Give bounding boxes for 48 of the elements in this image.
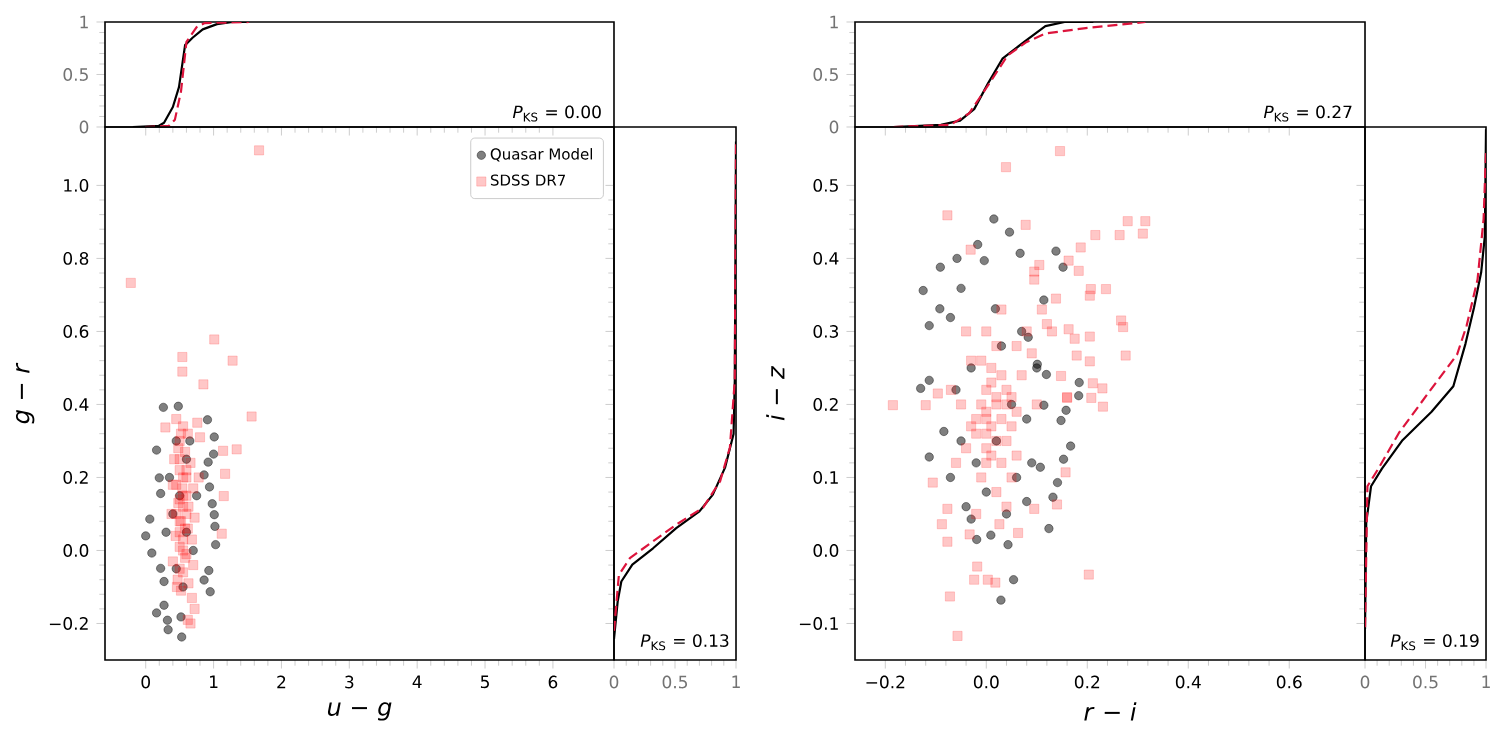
x-tick-label: 0.4	[1175, 675, 1201, 689]
y-tick-label: 0	[829, 120, 839, 134]
annotation: P$_{KS}$ = 0.19	[1390, 634, 1479, 651]
x-tick-label: 0.0	[973, 675, 999, 689]
y-tick-label: 0.2	[63, 471, 88, 484]
y-tick-label: 0.5	[813, 178, 838, 192]
x-tick-label: 0.2	[1074, 675, 1100, 689]
y-axis-title: i − z	[766, 365, 785, 421]
y-tick-label: −0.2	[49, 617, 88, 630]
x-tick-label: 1	[1482, 675, 1490, 688]
y-axis-title: g − r	[15, 362, 35, 424]
x-tick-label: 0	[1360, 675, 1370, 689]
legend-label: SDSS DR7	[490, 174, 566, 186]
y-tick-label: 1.0	[64, 178, 89, 192]
x-axis-title: r − i	[1084, 702, 1137, 721]
x-tick-label: 0.6	[1276, 675, 1302, 689]
y-tick-label: 0.0	[813, 544, 839, 557]
x-tick-label: 1	[210, 675, 218, 688]
y-tick-label: 0.0	[63, 544, 89, 557]
x-tick-label: 0	[141, 675, 150, 689]
y-tick-label: 0.5	[813, 68, 838, 81]
x-tick-label: 1	[732, 675, 740, 688]
y-tick-label: 0.4	[813, 252, 839, 265]
legend-label: Quasar Model	[490, 148, 592, 162]
x-tick-label: 0.5	[662, 675, 688, 689]
y-tick-label: 0.5	[63, 68, 88, 81]
x-tick-label: 4	[412, 675, 422, 688]
y-tick-label: 0.3	[813, 325, 839, 338]
x-tick-label: 6	[548, 675, 558, 689]
x-tick-label: 0.5	[1413, 675, 1438, 689]
x-tick-label: −0.2	[866, 675, 905, 689]
x-tick-label: 3	[345, 675, 354, 689]
y-tick-label: 0.4	[63, 398, 89, 411]
annotation: P$_{KS}$ = 0.00	[512, 105, 601, 122]
y-tick-label: −0.1	[799, 617, 838, 630]
y-tick-label: 0.8	[63, 252, 89, 265]
y-tick-label: 1	[80, 15, 88, 29]
y-tick-label: 0.6	[63, 325, 89, 338]
annotation: P$_{KS}$ = 0.13	[640, 634, 729, 651]
x-tick-label: 0	[609, 675, 619, 689]
y-tick-label: 0.1	[813, 471, 838, 484]
x-axis-title: u − g	[327, 702, 392, 721]
y-tick-label: 0.2	[813, 398, 838, 411]
x-tick-label: 2	[277, 675, 286, 689]
y-tick-label: 1	[830, 15, 838, 29]
annotation: P$_{KS}$ = 0.27	[1263, 105, 1352, 122]
x-tick-label: 5	[480, 675, 489, 689]
y-tick-label: 0	[79, 120, 89, 134]
